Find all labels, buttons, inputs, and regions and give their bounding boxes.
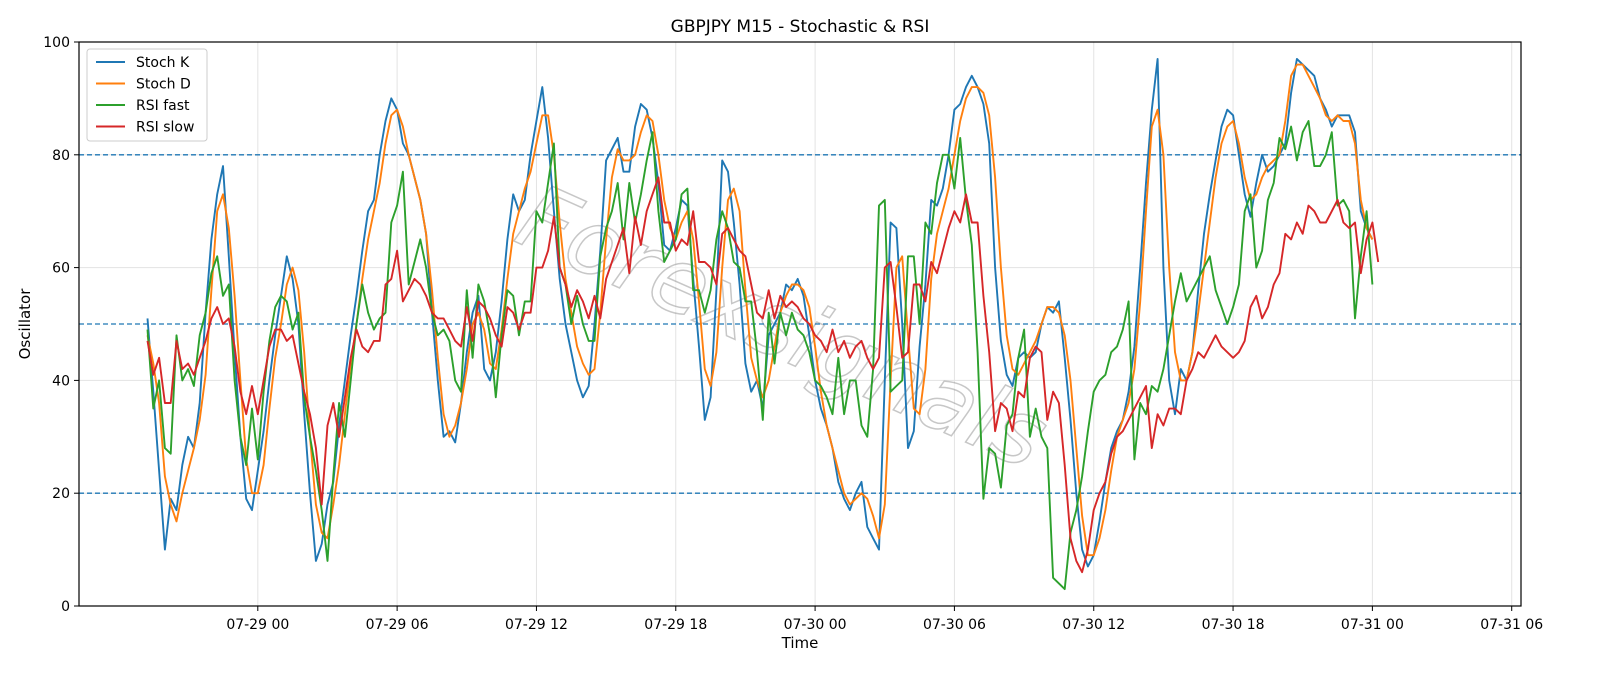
x-tick-label: 07-31 06 bbox=[1480, 617, 1543, 633]
legend-box bbox=[86, 48, 208, 142]
y-tick-label: 60 bbox=[52, 261, 70, 277]
series-line-rsi-slow bbox=[146, 176, 1380, 574]
x-axis-ticks: 07-29 00 07-29 06 07-29 12 07-29 18 07-30 00… bbox=[226, 606, 1543, 633]
y-tick-label: 20 bbox=[52, 486, 70, 502]
y-tick-label: 0 bbox=[61, 599, 70, 615]
y-axis-ticks: 0 20 40 60 80 100 bbox=[43, 35, 79, 615]
x-axis-label: Time bbox=[781, 634, 819, 652]
x-tick-label: 07-29 06 bbox=[366, 617, 429, 633]
y-tick-label: 80 bbox=[52, 148, 70, 164]
legend-label: RSI fast bbox=[136, 98, 190, 114]
x-tick-label: 07-29 18 bbox=[644, 617, 707, 633]
y-tick-label: 100 bbox=[43, 35, 70, 51]
legend-label: RSI slow bbox=[136, 120, 194, 136]
x-tick-label: 07-30 06 bbox=[923, 617, 986, 633]
x-tick-label: 07-29 00 bbox=[226, 617, 289, 633]
legend-label: Stoch K bbox=[136, 55, 190, 71]
y-axis-label: Oscillator bbox=[16, 288, 34, 360]
x-tick-label: 07-30 18 bbox=[1202, 617, 1265, 633]
x-tick-label: 07-31 00 bbox=[1341, 617, 1404, 633]
series-line-rsi-fast bbox=[146, 120, 1374, 591]
x-tick-label: 07-29 12 bbox=[505, 617, 568, 633]
legend: Stoch K Stoch D RSI fast RSI slow bbox=[86, 48, 208, 142]
chart-title: GBPJPY M15 - Stochastic & RSI bbox=[671, 17, 930, 37]
y-tick-label: 40 bbox=[52, 373, 70, 389]
legend-label: Stoch D bbox=[136, 77, 191, 93]
plot-frame bbox=[78, 41, 1522, 607]
series-lines bbox=[146, 57, 1380, 591]
x-tick-label: 07-30 12 bbox=[1062, 617, 1125, 633]
x-tick-label: 07-30 00 bbox=[784, 617, 847, 633]
